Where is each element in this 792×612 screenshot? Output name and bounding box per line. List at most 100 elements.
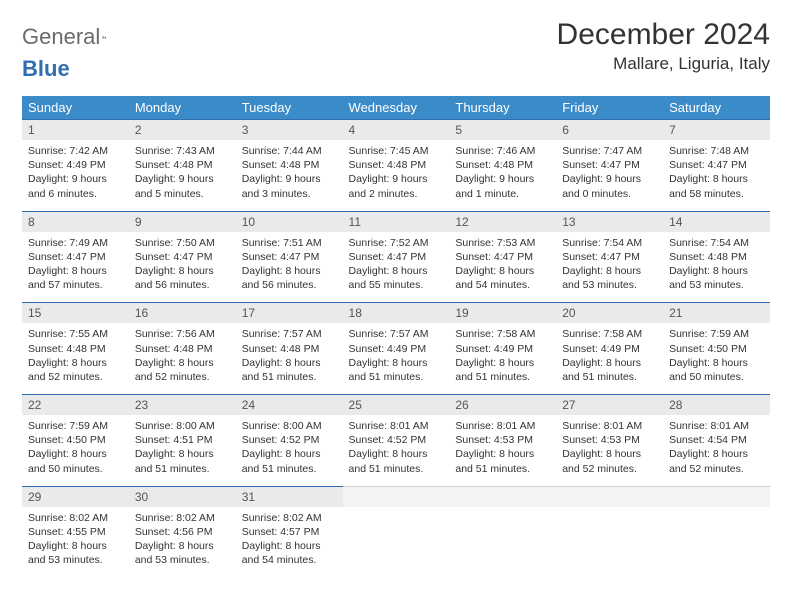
sunset-text: Sunset: 4:53 PM <box>562 433 657 447</box>
day-number: 29 <box>22 486 129 507</box>
sunrise-text: Sunrise: 8:02 AM <box>242 511 337 525</box>
weekday-header: Tuesday <box>236 96 343 119</box>
sunset-text: Sunset: 4:49 PM <box>28 158 123 172</box>
day-number: 6 <box>556 119 663 140</box>
sunrise-text: Sunrise: 8:01 AM <box>349 419 444 433</box>
sunset-text: Sunset: 4:52 PM <box>349 433 444 447</box>
logo-text-blue: Blue <box>22 56 70 82</box>
daylight-text: Daylight: 9 hours and 5 minutes. <box>135 172 230 200</box>
daylight-text: Daylight: 8 hours and 51 minutes. <box>349 356 444 384</box>
calendar-day-cell: 12Sunrise: 7:53 AMSunset: 4:47 PMDayligh… <box>449 211 556 303</box>
day-details: Sunrise: 7:51 AMSunset: 4:47 PMDaylight:… <box>236 232 343 303</box>
daylight-text: Daylight: 8 hours and 50 minutes. <box>669 356 764 384</box>
day-details: Sunrise: 8:02 AMSunset: 4:57 PMDaylight:… <box>236 507 343 578</box>
sunset-text: Sunset: 4:49 PM <box>455 342 550 356</box>
calendar-day-cell: 3Sunrise: 7:44 AMSunset: 4:48 PMDaylight… <box>236 119 343 211</box>
day-number: 15 <box>22 302 129 323</box>
daylight-text: Daylight: 8 hours and 57 minutes. <box>28 264 123 292</box>
calendar-day-cell: 13Sunrise: 7:54 AMSunset: 4:47 PMDayligh… <box>556 211 663 303</box>
calendar-day-cell: 23Sunrise: 8:00 AMSunset: 4:51 PMDayligh… <box>129 394 236 486</box>
sunrise-text: Sunrise: 7:57 AM <box>242 327 337 341</box>
day-details: Sunrise: 7:58 AMSunset: 4:49 PMDaylight:… <box>449 323 556 394</box>
sunset-text: Sunset: 4:52 PM <box>242 433 337 447</box>
sunrise-text: Sunrise: 8:02 AM <box>28 511 123 525</box>
daylight-text: Daylight: 8 hours and 54 minutes. <box>242 539 337 567</box>
day-number: 11 <box>343 211 450 232</box>
sunset-text: Sunset: 4:48 PM <box>135 158 230 172</box>
calendar-week-row: 8Sunrise: 7:49 AMSunset: 4:47 PMDaylight… <box>22 211 770 303</box>
daylight-text: Daylight: 8 hours and 53 minutes. <box>562 264 657 292</box>
sunrise-text: Sunrise: 7:55 AM <box>28 327 123 341</box>
logo-text-general: General <box>22 24 100 50</box>
day-details: Sunrise: 7:56 AMSunset: 4:48 PMDaylight:… <box>129 323 236 394</box>
sunset-text: Sunset: 4:48 PM <box>349 158 444 172</box>
calendar-day-cell: 21Sunrise: 7:59 AMSunset: 4:50 PMDayligh… <box>663 302 770 394</box>
calendar-day-cell: 4Sunrise: 7:45 AMSunset: 4:48 PMDaylight… <box>343 119 450 211</box>
sunrise-text: Sunrise: 8:01 AM <box>455 419 550 433</box>
day-details: Sunrise: 7:54 AMSunset: 4:48 PMDaylight:… <box>663 232 770 303</box>
logo: General <box>22 18 126 50</box>
day-number: 19 <box>449 302 556 323</box>
sunset-text: Sunset: 4:53 PM <box>455 433 550 447</box>
day-number: 9 <box>129 211 236 232</box>
sunrise-text: Sunrise: 7:56 AM <box>135 327 230 341</box>
day-number: 30 <box>129 486 236 507</box>
day-number: 21 <box>663 302 770 323</box>
daylight-text: Daylight: 8 hours and 51 minutes. <box>135 447 230 475</box>
day-details: Sunrise: 8:02 AMSunset: 4:55 PMDaylight:… <box>22 507 129 578</box>
sunrise-text: Sunrise: 7:58 AM <box>562 327 657 341</box>
sunrise-text: Sunrise: 7:58 AM <box>455 327 550 341</box>
day-details: Sunrise: 7:58 AMSunset: 4:49 PMDaylight:… <box>556 323 663 394</box>
daylight-text: Daylight: 8 hours and 51 minutes. <box>242 447 337 475</box>
day-details: Sunrise: 7:49 AMSunset: 4:47 PMDaylight:… <box>22 232 129 303</box>
daylight-text: Daylight: 8 hours and 56 minutes. <box>135 264 230 292</box>
sunrise-text: Sunrise: 7:59 AM <box>28 419 123 433</box>
calendar-day-cell: 17Sunrise: 7:57 AMSunset: 4:48 PMDayligh… <box>236 302 343 394</box>
day-number: 13 <box>556 211 663 232</box>
day-details: Sunrise: 7:43 AMSunset: 4:48 PMDaylight:… <box>129 140 236 211</box>
sunrise-text: Sunrise: 7:42 AM <box>28 144 123 158</box>
weekday-header: Wednesday <box>343 96 450 119</box>
day-details: Sunrise: 7:46 AMSunset: 4:48 PMDaylight:… <box>449 140 556 211</box>
sunset-text: Sunset: 4:47 PM <box>242 250 337 264</box>
calendar-day-cell: 16Sunrise: 7:56 AMSunset: 4:48 PMDayligh… <box>129 302 236 394</box>
day-number: 24 <box>236 394 343 415</box>
sunrise-text: Sunrise: 7:54 AM <box>669 236 764 250</box>
day-number: 27 <box>556 394 663 415</box>
day-number: 22 <box>22 394 129 415</box>
sunset-text: Sunset: 4:54 PM <box>669 433 764 447</box>
logo-sail-icon <box>102 29 106 45</box>
day-details: Sunrise: 7:42 AMSunset: 4:49 PMDaylight:… <box>22 140 129 211</box>
calendar-body: 1Sunrise: 7:42 AMSunset: 4:49 PMDaylight… <box>22 119 770 577</box>
calendar-week-row: 1Sunrise: 7:42 AMSunset: 4:49 PMDaylight… <box>22 119 770 211</box>
weekday-header: Friday <box>556 96 663 119</box>
calendar-week-row: 29Sunrise: 8:02 AMSunset: 4:55 PMDayligh… <box>22 486 770 578</box>
location: Mallare, Liguria, Italy <box>557 54 770 74</box>
sunset-text: Sunset: 4:48 PM <box>28 342 123 356</box>
day-details: Sunrise: 7:50 AMSunset: 4:47 PMDaylight:… <box>129 232 236 303</box>
sunrise-text: Sunrise: 8:00 AM <box>135 419 230 433</box>
sunset-text: Sunset: 4:47 PM <box>135 250 230 264</box>
day-number: 1 <box>22 119 129 140</box>
daylight-text: Daylight: 8 hours and 53 minutes. <box>669 264 764 292</box>
day-details: Sunrise: 8:00 AMSunset: 4:51 PMDaylight:… <box>129 415 236 486</box>
day-number: 12 <box>449 211 556 232</box>
day-number: 28 <box>663 394 770 415</box>
day-number: 31 <box>236 486 343 507</box>
day-number: 3 <box>236 119 343 140</box>
calendar-table: SundayMondayTuesdayWednesdayThursdayFrid… <box>22 96 770 577</box>
calendar-empty-cell <box>343 486 450 578</box>
day-details: Sunrise: 8:01 AMSunset: 4:54 PMDaylight:… <box>663 415 770 486</box>
sunset-text: Sunset: 4:49 PM <box>349 342 444 356</box>
calendar-day-cell: 2Sunrise: 7:43 AMSunset: 4:48 PMDaylight… <box>129 119 236 211</box>
sunrise-text: Sunrise: 7:47 AM <box>562 144 657 158</box>
daylight-text: Daylight: 8 hours and 52 minutes. <box>135 356 230 384</box>
sunrise-text: Sunrise: 7:57 AM <box>349 327 444 341</box>
calendar-week-row: 22Sunrise: 7:59 AMSunset: 4:50 PMDayligh… <box>22 394 770 486</box>
sunrise-text: Sunrise: 7:44 AM <box>242 144 337 158</box>
weekday-header-row: SundayMondayTuesdayWednesdayThursdayFrid… <box>22 96 770 119</box>
sunset-text: Sunset: 4:47 PM <box>669 158 764 172</box>
sunrise-text: Sunrise: 8:01 AM <box>669 419 764 433</box>
calendar-day-cell: 27Sunrise: 8:01 AMSunset: 4:53 PMDayligh… <box>556 394 663 486</box>
calendar-day-cell: 28Sunrise: 8:01 AMSunset: 4:54 PMDayligh… <box>663 394 770 486</box>
